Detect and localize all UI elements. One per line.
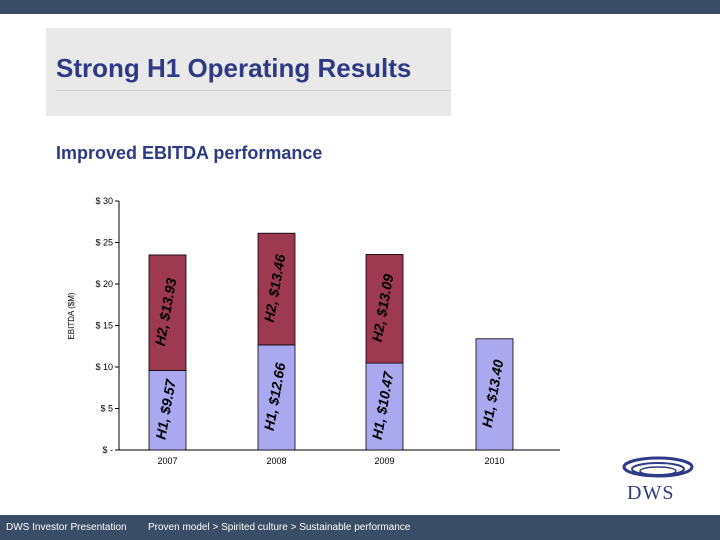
y-tick-label: $ 5 — [100, 404, 113, 414]
x-tick-label: 2009 — [374, 456, 394, 466]
y-tick-label: $ 15 — [95, 321, 113, 331]
footer-left-text: DWS Investor Presentation — [6, 522, 127, 533]
top-bar — [0, 0, 720, 14]
slide-title: Strong H1 Operating Results — [56, 53, 412, 83]
logo-text: DWS — [627, 482, 675, 504]
footer-bar — [0, 515, 720, 540]
x-tick-label: 2007 — [157, 456, 177, 466]
y-tick-label: $ 10 — [95, 362, 113, 372]
bar-h1-2010 — [475, 338, 514, 451]
x-tick-label: 2010 — [484, 456, 504, 466]
bar-h1-2009 — [365, 362, 404, 451]
swoosh-logo-icon — [622, 456, 694, 478]
bar-h2-2008 — [257, 232, 296, 346]
title-panel — [46, 28, 451, 116]
y-tick-label: $ 30 — [95, 196, 113, 206]
bar-h1-2008 — [257, 344, 296, 451]
y-axis-label: EBITDA ($M) — [67, 292, 76, 339]
y-tick-label: $ - — [102, 445, 113, 455]
y-tick-label: $ 20 — [95, 279, 113, 289]
x-tick-label: 2008 — [266, 456, 286, 466]
bar-h2-2009 — [365, 254, 404, 364]
bar-h1-2007 — [148, 370, 187, 451]
y-tick-label: $ 25 — [95, 238, 113, 248]
bar-h2-2007 — [148, 254, 187, 371]
footer-right-text: Proven model > Spirited culture > Sustai… — [148, 522, 411, 533]
slide-subtitle: Improved EBITDA performance — [56, 143, 323, 163]
